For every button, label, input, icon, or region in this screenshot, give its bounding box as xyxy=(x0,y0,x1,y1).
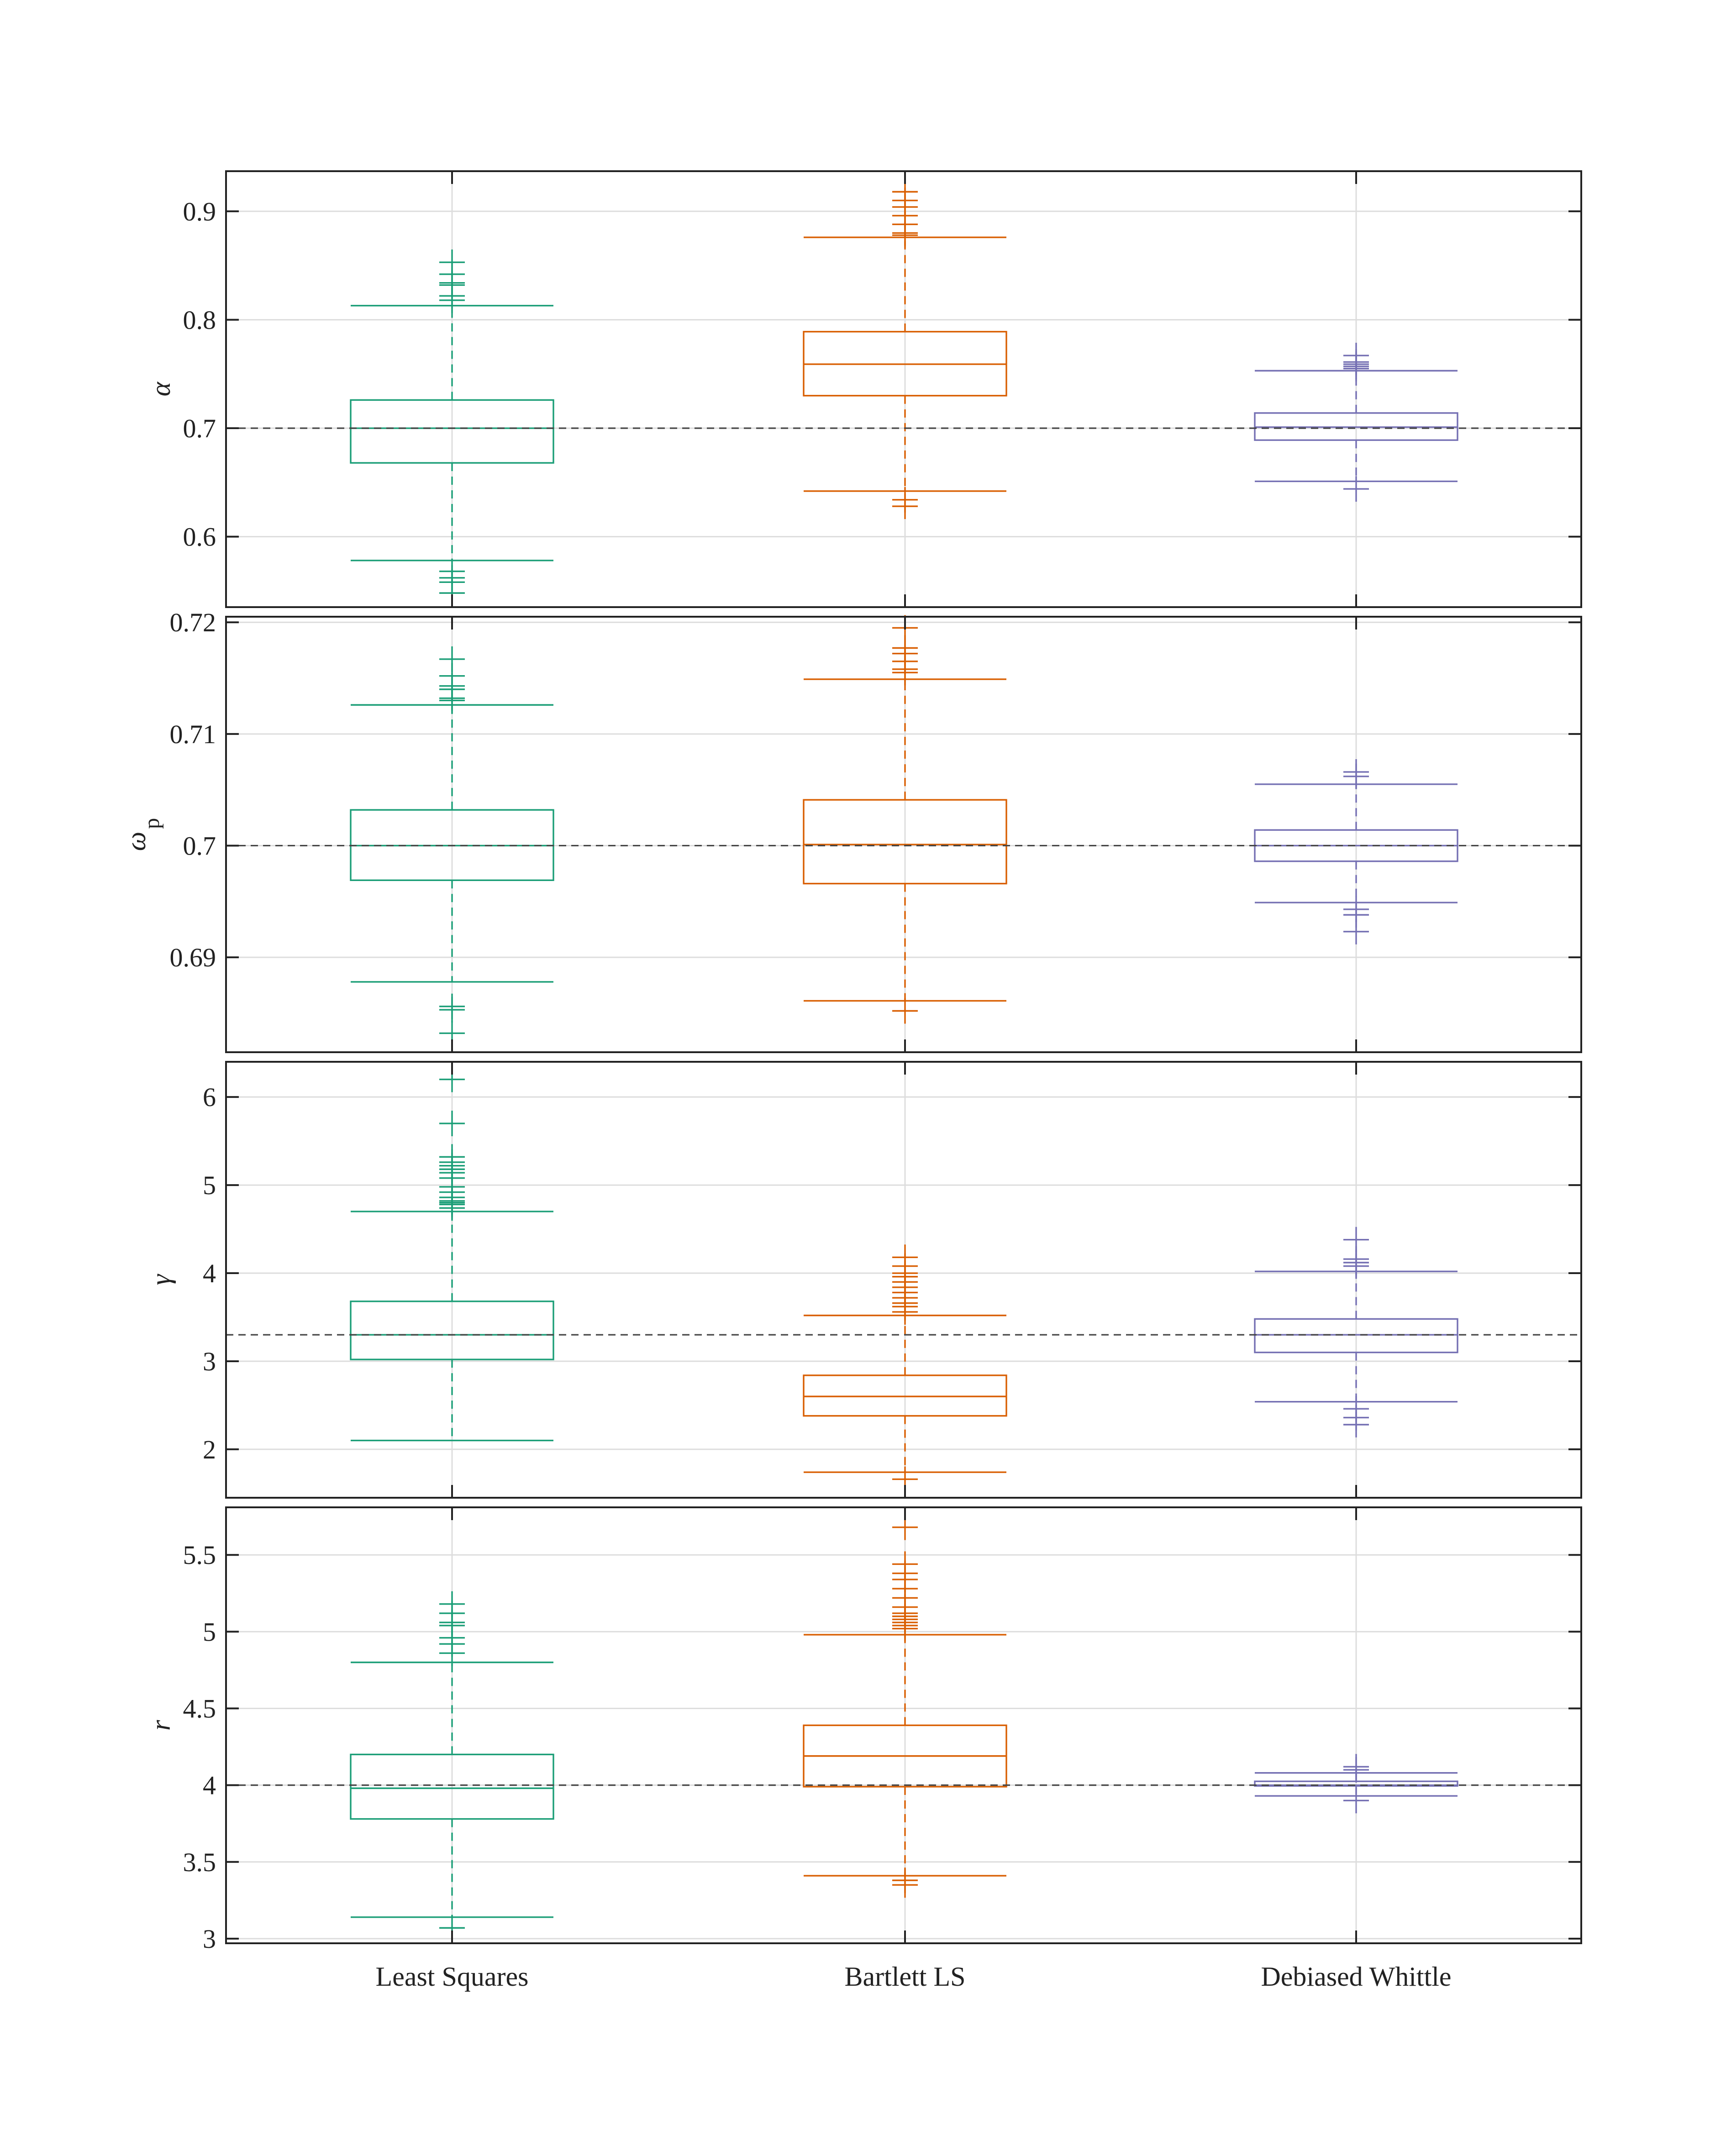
box-iqr xyxy=(1254,1318,1458,1353)
omega-p-panel: 0.69 0.7 0.71 0.72 ωp xyxy=(121,608,1582,1053)
box-iqr xyxy=(350,1753,554,1820)
y-tick-label: 3.5 xyxy=(183,1847,216,1877)
y-axis-label-omega-p: ωp xyxy=(121,818,164,851)
y-tick-label: 2 xyxy=(203,1435,216,1464)
box-bartlett-ls xyxy=(803,179,1007,519)
y-tick-label: 0.6 xyxy=(183,522,216,552)
y-tick-label: 3 xyxy=(203,1924,216,1954)
x-label-bartlett-ls: Bartlett LS xyxy=(845,1962,966,1992)
y-tick-label: 0.7 xyxy=(183,414,216,443)
x-label-least-squares: Least Squares xyxy=(376,1962,529,1992)
y-axis-label-r: r xyxy=(146,1720,176,1731)
x-label-debiased-whittle: Debiased Whittle xyxy=(1261,1962,1451,1992)
box-debiased-whittle xyxy=(1254,1754,1458,1814)
box-iqr xyxy=(803,1374,1007,1417)
box-bartlett-ls xyxy=(803,1514,1007,1898)
alpha-panel: 0.6 0.7 0.8 0.9 α xyxy=(146,170,1582,608)
y-tick-label: 3 xyxy=(203,1347,216,1376)
y-tick-label: 0.8 xyxy=(183,305,216,335)
y-tick-label: 0.69 xyxy=(170,943,216,972)
axes-frame xyxy=(225,170,1582,608)
box-bartlett-ls xyxy=(803,615,1007,1024)
axes-frame xyxy=(225,616,1582,1053)
gamma-panel: 2 3 4 5 6 γ xyxy=(146,1061,1582,1499)
box-debiased-whittle xyxy=(1254,342,1458,502)
box-bartlett-ls xyxy=(803,1244,1007,1492)
y-tick-label: 5 xyxy=(203,1617,216,1647)
y-axis-label-subscript-p: p xyxy=(140,818,164,829)
y-tick-label: 0.7 xyxy=(183,831,216,860)
box-least-squares xyxy=(350,249,554,606)
y-axis-label-gamma: γ xyxy=(146,1274,176,1285)
y-tick-label: 0.9 xyxy=(183,197,216,226)
y-axis-label-alpha: α xyxy=(146,381,176,396)
y-tick-label: 4 xyxy=(203,1259,216,1288)
y-tick-label: 5.5 xyxy=(183,1540,216,1570)
y-axis-label-omega: ω xyxy=(121,832,151,851)
y-tick-label: 6 xyxy=(203,1082,216,1112)
axes-frame xyxy=(225,1061,1582,1499)
box-least-squares xyxy=(350,1066,554,1442)
box-iqr xyxy=(350,1301,554,1360)
y-tick-label: 5 xyxy=(203,1170,216,1200)
y-tick-label: 0.71 xyxy=(170,719,216,749)
box-iqr xyxy=(350,399,554,464)
box-least-squares xyxy=(350,1591,554,1941)
x-axis-category-labels: Least Squares Bartlett LS Debiased Whitt… xyxy=(376,1962,1452,1992)
r-panel: 3 3.5 4 4.5 5 5.5 r xyxy=(146,1506,1582,1954)
box-iqr xyxy=(803,799,1007,885)
axes-frame xyxy=(225,1506,1582,1944)
y-tick-label: 0.72 xyxy=(170,608,216,637)
y-tick-label: 4.5 xyxy=(183,1694,216,1724)
y-tick-label: 4 xyxy=(203,1771,216,1800)
